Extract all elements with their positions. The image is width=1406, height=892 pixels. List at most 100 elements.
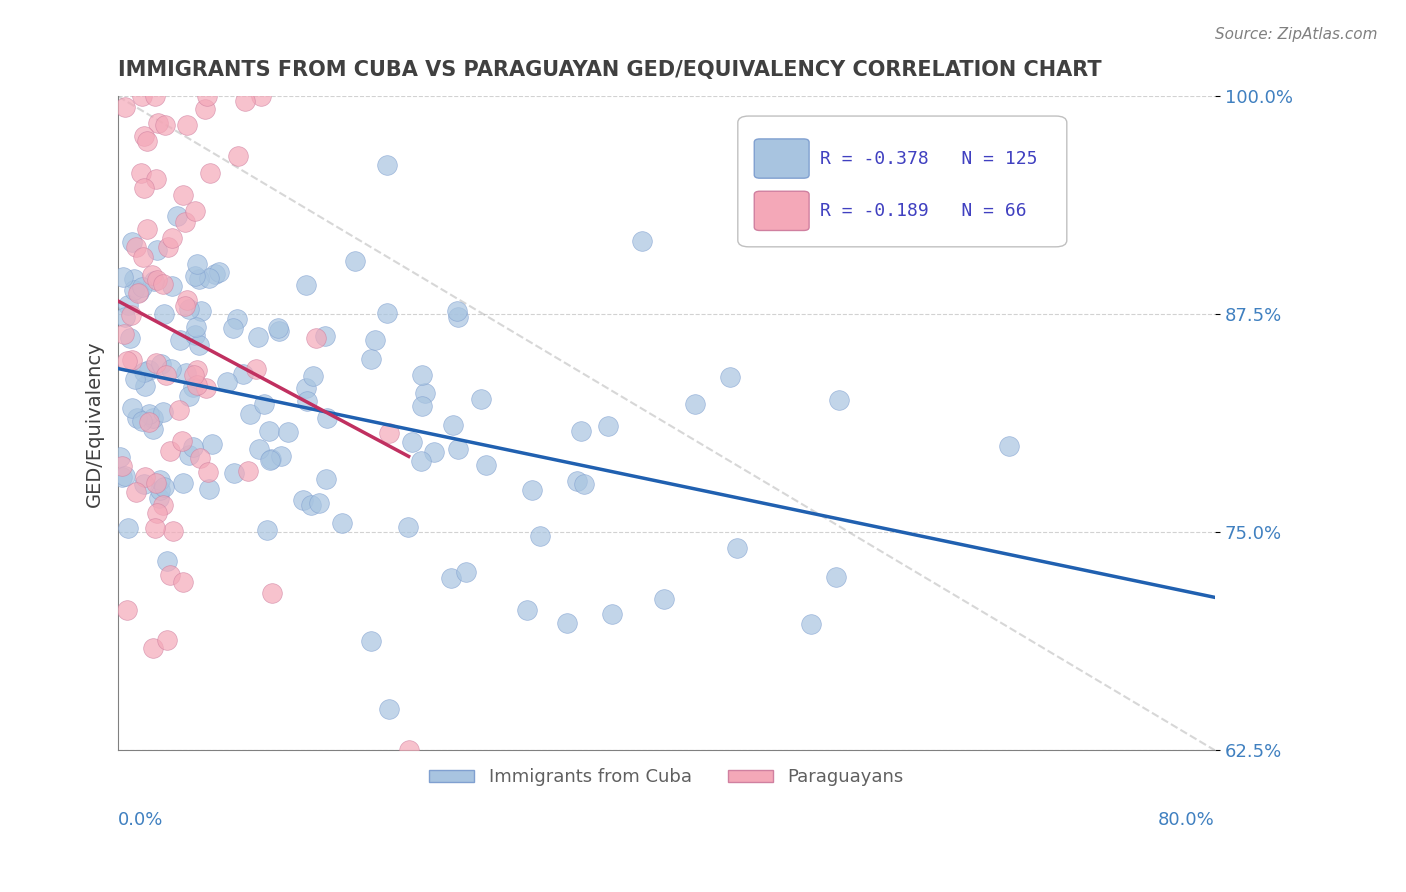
Point — [215, 375, 238, 389]
Point — [145, 172, 167, 186]
Point — [186, 362, 208, 376]
Point — [454, 566, 477, 580]
Point — [266, 321, 288, 335]
FancyBboxPatch shape — [738, 116, 1067, 247]
Point — [631, 235, 654, 249]
Point — [446, 304, 468, 318]
Point — [127, 286, 149, 301]
Point — [441, 417, 464, 432]
Point — [179, 448, 201, 462]
Point — [146, 116, 169, 130]
Point — [125, 240, 148, 254]
Point — [111, 458, 134, 473]
Point — [136, 221, 159, 235]
Point — [291, 493, 314, 508]
Point — [364, 333, 387, 347]
Point — [411, 368, 433, 382]
Point — [188, 337, 211, 351]
Point — [142, 640, 165, 655]
Point — [176, 293, 198, 307]
Point — [143, 274, 166, 288]
Point — [396, 520, 419, 534]
Point — [555, 615, 578, 630]
Point — [136, 134, 159, 148]
Point — [186, 257, 208, 271]
Point — [149, 358, 172, 372]
Point — [253, 397, 276, 411]
Point — [174, 299, 197, 313]
Point — [188, 450, 211, 465]
Point — [152, 480, 174, 494]
Point — [159, 567, 181, 582]
Point — [159, 444, 181, 458]
Text: R = -0.378   N = 125: R = -0.378 N = 125 — [820, 150, 1038, 168]
Point — [596, 419, 619, 434]
Point — [520, 483, 543, 497]
Point — [247, 330, 270, 344]
Point — [172, 475, 194, 490]
Point — [259, 453, 281, 467]
Point — [132, 250, 155, 264]
Point — [204, 267, 226, 281]
Point — [301, 369, 323, 384]
Point — [184, 319, 207, 334]
Point — [718, 369, 741, 384]
Point — [256, 523, 278, 537]
Point — [998, 439, 1021, 453]
Point — [167, 403, 190, 417]
Point — [226, 149, 249, 163]
Point — [516, 603, 538, 617]
Point — [260, 451, 283, 466]
Point — [131, 414, 153, 428]
Point — [245, 362, 267, 376]
Point — [375, 306, 398, 320]
Point — [226, 312, 249, 326]
Text: Source: ZipAtlas.com: Source: ZipAtlas.com — [1215, 27, 1378, 42]
Point — [148, 491, 170, 506]
Point — [124, 372, 146, 386]
Point — [398, 743, 420, 757]
Point — [294, 278, 316, 293]
Point — [143, 89, 166, 103]
Point — [152, 277, 174, 292]
Point — [121, 401, 143, 415]
Point — [375, 158, 398, 172]
Point — [117, 298, 139, 312]
Point — [156, 633, 179, 648]
Point — [138, 363, 160, 377]
Point — [201, 437, 224, 451]
Point — [360, 352, 382, 367]
Point — [155, 368, 177, 383]
Point — [440, 571, 463, 585]
Point — [121, 353, 143, 368]
Point — [153, 307, 176, 321]
Point — [125, 485, 148, 500]
Point — [134, 476, 156, 491]
Point — [174, 366, 197, 380]
Point — [222, 321, 245, 335]
Point — [565, 474, 588, 488]
Point — [152, 404, 174, 418]
Point — [257, 424, 280, 438]
Point — [308, 496, 330, 510]
Point — [197, 465, 219, 479]
Point — [142, 410, 165, 425]
Point — [129, 166, 152, 180]
Text: R = -0.189   N = 66: R = -0.189 N = 66 — [820, 202, 1026, 219]
Point — [170, 434, 193, 449]
Text: 0.0%: 0.0% — [118, 812, 163, 830]
Point — [344, 254, 367, 268]
Point — [114, 310, 136, 324]
Point — [160, 362, 183, 376]
Point — [195, 89, 218, 103]
Point — [315, 411, 337, 425]
Point — [305, 331, 328, 345]
Point — [683, 397, 706, 411]
Point — [411, 454, 433, 468]
Point — [172, 187, 194, 202]
Point — [138, 407, 160, 421]
Point — [825, 570, 848, 584]
Point — [232, 368, 254, 382]
Point — [569, 424, 592, 438]
Point — [413, 386, 436, 401]
